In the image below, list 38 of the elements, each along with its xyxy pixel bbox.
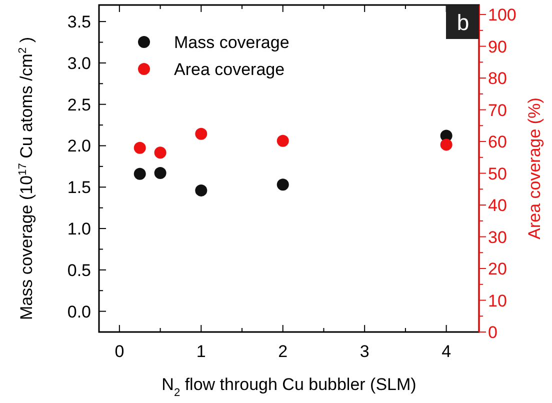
point xyxy=(276,134,289,147)
x-tick-label: 3 xyxy=(360,342,370,361)
point xyxy=(276,178,289,191)
y2-tick-label: 80 xyxy=(488,69,507,88)
point xyxy=(134,142,146,154)
point xyxy=(195,128,208,140)
x-tick-label: 4 xyxy=(442,342,452,361)
y-tick-label: 2.5 xyxy=(67,95,91,114)
y-tick-label: 1.5 xyxy=(67,178,91,198)
point xyxy=(154,146,166,159)
y2-tick-label: 60 xyxy=(488,132,507,152)
y2-tick-label: 0 xyxy=(488,323,498,342)
legend-label: Mass coverage xyxy=(174,33,290,52)
y2-tick-label: 100 xyxy=(488,6,516,25)
point xyxy=(440,138,452,151)
point xyxy=(134,168,146,180)
y2-tick-label: 30 xyxy=(488,228,507,247)
y2-tick-label: 90 xyxy=(488,37,507,56)
x-tick-label: 1 xyxy=(196,342,206,361)
x-tick-label: 0 xyxy=(114,342,124,361)
y-tick-label: 0.0 xyxy=(67,302,91,322)
x-tick-label: 2 xyxy=(278,342,288,361)
point xyxy=(195,184,208,196)
y-tick-label: 2.0 xyxy=(67,136,91,156)
y2-axis-title: Area coverage (%) xyxy=(525,98,544,240)
legend-label: Area coverage xyxy=(174,60,285,79)
y2-tick-label: 50 xyxy=(488,164,507,184)
y2-tick-label: 70 xyxy=(488,100,507,120)
y-tick-label: 1.0 xyxy=(67,220,91,239)
y2-tick-label: 20 xyxy=(488,260,507,279)
y2-tick-label: 40 xyxy=(488,196,507,216)
annotation: b xyxy=(456,10,470,35)
point xyxy=(154,167,166,180)
x-axis-title: N$_{2}$ flow through Cu bubbler (SLM) xyxy=(162,375,416,399)
y-tick-label: 0.5 xyxy=(67,260,91,280)
y-tick-label: 3.0 xyxy=(67,54,91,73)
y-tick-label: 3.5 xyxy=(67,12,91,32)
y2-tick-label: 10 xyxy=(488,291,507,310)
